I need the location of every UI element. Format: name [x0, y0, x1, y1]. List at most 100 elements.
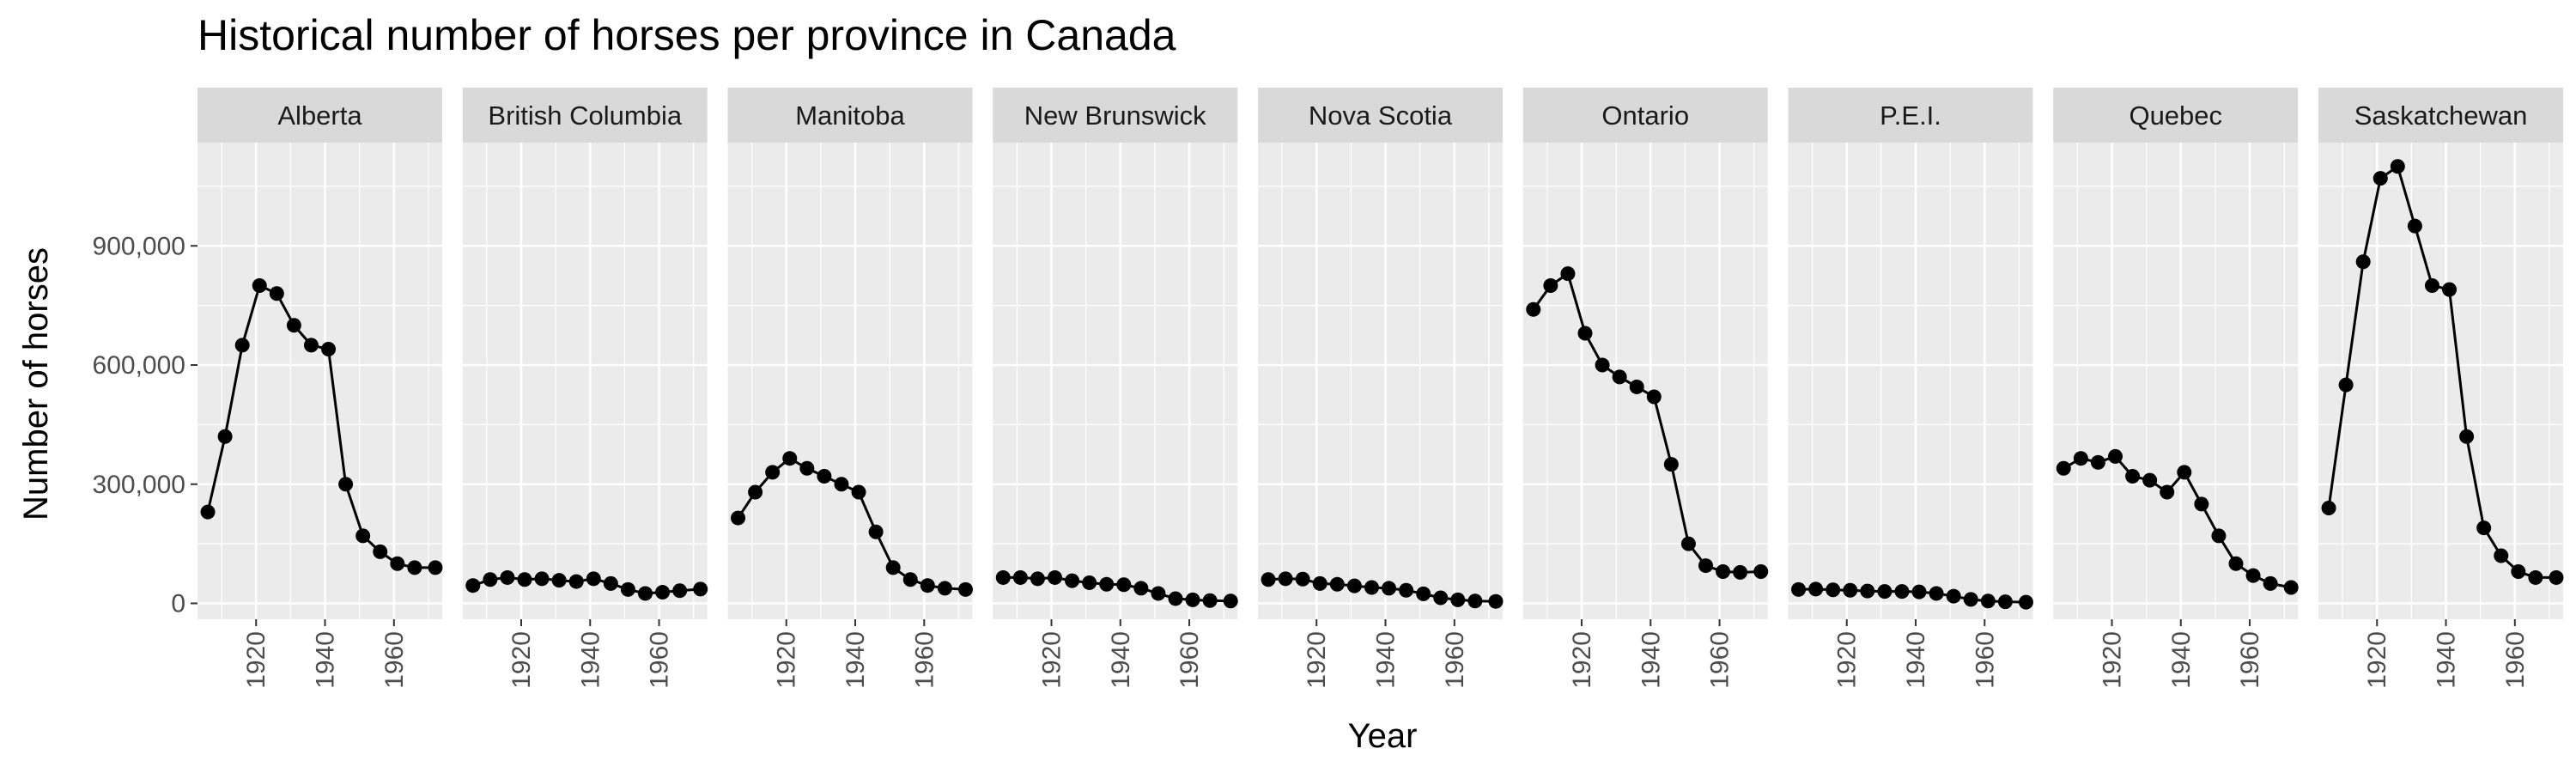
data-point [407, 560, 422, 575]
facet-panel-saskatchewan: Saskatchewan [2318, 88, 2564, 619]
data-point [2442, 282, 2458, 297]
data-point [937, 581, 952, 596]
x-tick-label: 1960 [2501, 631, 2530, 689]
facet-panel-new-brunswick: New Brunswick [993, 88, 1238, 619]
data-point [620, 581, 635, 597]
data-point [200, 504, 216, 520]
y-tick-label: 900,000 [93, 232, 185, 260]
data-point [338, 477, 354, 492]
y-tick-label: 600,000 [93, 351, 185, 380]
data-point [1012, 569, 1028, 585]
x-tick-label: 1960 [1971, 631, 1999, 689]
facet-strip [1788, 88, 2033, 143]
data-point [1716, 564, 1731, 579]
panel-background [1258, 143, 1503, 619]
data-point [2321, 501, 2336, 515]
data-point [731, 510, 746, 526]
x-tick-label: 1940 [2167, 631, 2196, 689]
data-point [2073, 451, 2088, 466]
data-point [1733, 564, 1748, 580]
data-point [1791, 581, 1807, 597]
data-point [551, 573, 567, 588]
facet-panels: Alberta British Columbia Manitoba New Bruns… [197, 88, 2564, 619]
data-point [957, 581, 973, 597]
x-tick-label: 1940 [312, 631, 340, 689]
data-point [2390, 159, 2405, 174]
data-point [465, 578, 481, 593]
facet-strip-label: Quebec [2129, 100, 2222, 131]
panel-background [2318, 143, 2563, 619]
data-point [1382, 581, 1397, 596]
facet-strip-label: Ontario [1601, 100, 1689, 131]
data-point [1963, 592, 1978, 607]
data-point [1894, 584, 1910, 600]
data-point [2194, 496, 2209, 512]
y-tick-label: 300,000 [93, 471, 185, 499]
data-point [748, 484, 763, 500]
data-point [603, 575, 618, 591]
data-point [303, 338, 319, 353]
data-point [1151, 586, 1166, 601]
data-point [2338, 377, 2354, 393]
data-point [693, 581, 708, 597]
x-tick-label: 1920 [2098, 631, 2126, 689]
facet-strip-label: Saskatchewan [2354, 100, 2528, 131]
data-point [1346, 578, 1362, 593]
x-tick-label: 1940 [1637, 631, 1665, 689]
data-point [1612, 369, 1627, 385]
data-point [995, 569, 1011, 585]
data-point [1416, 586, 1431, 601]
x-tick-label: 1960 [1176, 631, 1204, 689]
facet-panel-alberta: Alberta [197, 88, 443, 619]
panel-background [1522, 143, 1768, 619]
data-point [2142, 472, 2158, 488]
data-point [902, 572, 918, 587]
data-point [534, 571, 550, 587]
facet-strip [2053, 88, 2299, 143]
data-point [1048, 569, 1063, 585]
data-point [885, 560, 901, 575]
data-point [2056, 460, 2071, 476]
data-point [2108, 448, 2123, 464]
data-point [1399, 582, 1414, 598]
data-point [2263, 575, 2278, 591]
data-point [1698, 558, 1713, 574]
facet-strip [2318, 88, 2563, 143]
data-point [1312, 575, 1327, 591]
data-point [2407, 218, 2422, 234]
x-tick-label: 1940 [2433, 631, 2461, 689]
x-tick-label: 1920 [507, 631, 536, 689]
facet-strip [1522, 88, 1768, 143]
data-point [568, 574, 584, 589]
facet-strip-label: British Columbia [488, 100, 682, 131]
panel-background [197, 143, 442, 619]
facet-strip-label: New Brunswick [1024, 100, 1206, 131]
data-point [1467, 593, 1483, 609]
data-point [672, 583, 688, 599]
data-point [851, 484, 866, 500]
facet-strip [1258, 88, 1503, 143]
facet-panel-british-columbia: British Columbia [462, 88, 708, 619]
x-tick-label: 1920 [2363, 631, 2391, 689]
data-point [2177, 465, 2192, 480]
panel-background [2053, 143, 2299, 619]
data-point [2228, 556, 2244, 571]
data-point [483, 572, 498, 587]
data-point [2494, 548, 2509, 563]
data-point [1526, 301, 1541, 317]
data-point [1223, 593, 1238, 609]
x-axes: 1920 1940 1960 1920 1940 1960 1920 1940 1960 1920… [242, 619, 2530, 689]
data-point [1065, 573, 1080, 588]
y-axis: 0 300,000 600,000 900,000 [93, 232, 197, 618]
facet-panel-p-e-i: P.E.I. [1788, 88, 2033, 619]
facet-panel-nova-scotia: Nova Scotia [1258, 88, 1504, 619]
data-point [1826, 582, 1841, 598]
data-point [1133, 581, 1149, 596]
data-point [1450, 592, 1466, 607]
data-point [1629, 379, 1644, 394]
data-point [1911, 584, 1927, 600]
data-point [799, 460, 815, 476]
data-point [269, 286, 284, 301]
data-point [1946, 588, 1961, 604]
data-point [286, 318, 301, 333]
